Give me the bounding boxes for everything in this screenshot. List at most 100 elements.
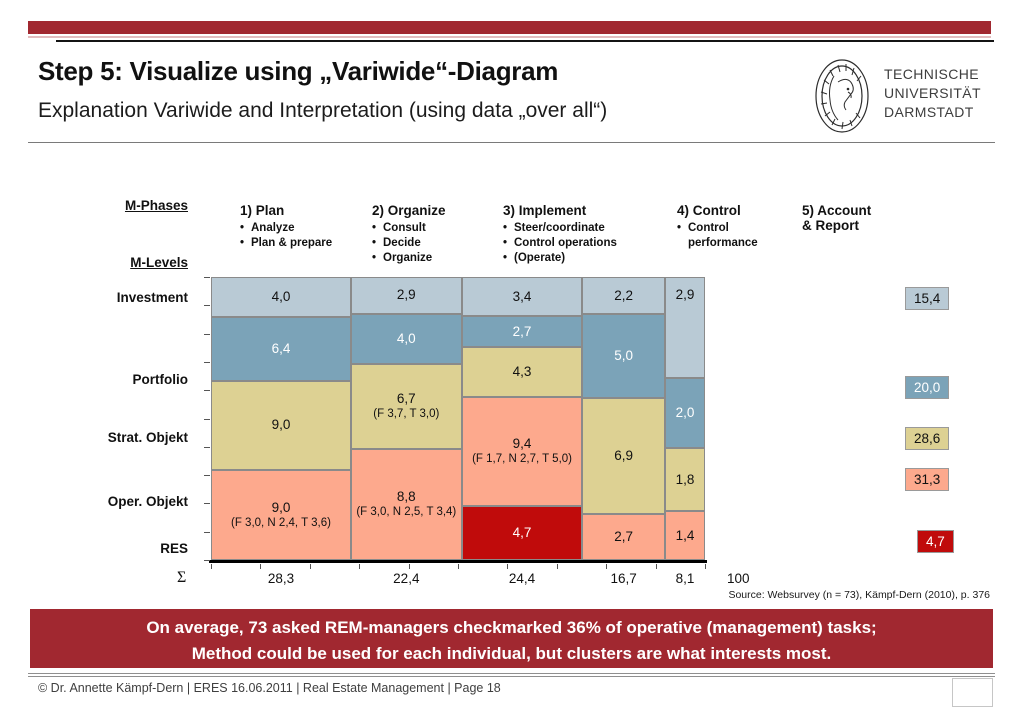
x-axis-tick	[309, 564, 311, 569]
chart-column-5: 2,9 2,0 1,8 1,4	[664, 277, 705, 560]
segment-value: 6,4	[271, 340, 291, 356]
segment-value: 6,7	[396, 391, 416, 407]
segment-value: 2,9	[396, 287, 416, 303]
row-total-1: 15,4	[905, 287, 950, 310]
chart-column-4: 2,2 5,0 6,9 2,7	[582, 277, 665, 560]
phase-bullet-text: Consult	[383, 222, 426, 234]
phase-bullet: • Control operations	[503, 236, 617, 251]
phase-bullet: • Consult	[372, 221, 446, 236]
university-logo-text: TECHNISCHE UNIVERSITÄT DARMSTADT	[884, 56, 981, 122]
banner-line-2: Method could be used for each individual…	[191, 644, 832, 663]
segment-value: 3,4	[512, 288, 532, 304]
bullet-icon: •	[372, 222, 377, 234]
chart-segment: 1,8	[664, 448, 705, 512]
logo-line-3: DARMSTADT	[884, 104, 974, 120]
level-label-1: Investment	[116, 290, 188, 305]
source-citation: Source: Websurvey (n = 73), Kämpf-Dern (…	[728, 589, 990, 601]
level-label-3: Strat. Objekt	[107, 430, 188, 445]
segment-value: 4,0	[396, 330, 416, 346]
bullet-icon: •	[240, 237, 245, 249]
x-axis-tick	[705, 564, 706, 569]
y-axis-tick	[204, 475, 210, 477]
column-sum-5: 8,1	[675, 571, 695, 586]
footer-divider-bottom	[28, 676, 995, 677]
y-axis-tick	[204, 361, 210, 363]
top-accent-bar	[28, 21, 991, 34]
phase-header-1: 1) Plan • Analyze • Plan & prepare	[240, 203, 332, 251]
segment-value: 1,4	[675, 527, 695, 543]
segment-value: 4,0	[271, 288, 291, 304]
row-total-4: 31,3	[905, 468, 950, 491]
segment-sublabel: (F 1,7, N 2,7, T 5,0)	[472, 453, 572, 466]
m-levels-label: M-Levels	[130, 255, 188, 270]
segment-value: 2,7	[512, 323, 532, 339]
sum-symbol: Σ	[177, 569, 187, 586]
chart-segment: 2,7	[461, 316, 583, 348]
chart-segment: 6,4	[211, 316, 351, 381]
level-label-4: Oper. Objekt	[107, 494, 188, 509]
chart-column-2: 2,9 4,0 6,7 (F 3,7, T 3,0) 8,8 (F 3,0, N 2,5,…	[350, 277, 462, 560]
athena-emblem-icon	[812, 56, 874, 141]
segment-value: 2,2	[614, 287, 634, 303]
y-axis-tick	[204, 390, 210, 392]
m-phases-label: M-Phases	[124, 198, 188, 213]
phase-header-title: 5) Account & Report	[802, 203, 872, 233]
segment-value: 6,9	[614, 448, 634, 464]
phase-header-title: 1) Plan	[240, 203, 285, 218]
y-axis-tick	[204, 305, 210, 307]
chart-segment: 6,7 (F 3,7, T 3,0)	[350, 364, 462, 449]
segment-sublabel: (F 3,0, N 2,4, T 3,6)	[231, 517, 331, 530]
x-axis-tick	[458, 564, 459, 569]
top-black-rule	[56, 40, 994, 42]
x-axis-tick	[655, 564, 657, 569]
x-axis-tick	[260, 564, 262, 569]
y-axis-tick	[204, 418, 210, 420]
chart-segment: 2,7	[582, 514, 665, 560]
bullet-icon: •	[503, 237, 508, 249]
segment-value: 9,0	[271, 500, 291, 516]
university-logo: TECHNISCHE UNIVERSITÄT DARMSTADT	[812, 56, 981, 141]
chart-segment: 4,0	[350, 313, 462, 365]
phase-header-3: 3) Implement • Steer/coordinate • Control op…	[503, 203, 617, 266]
phase-header-title: 2) Organize	[372, 203, 446, 218]
bullet-icon: •	[372, 252, 377, 264]
phase-bullet: • Plan & prepare	[240, 236, 332, 251]
chart-segment: 4,3	[461, 347, 583, 398]
phase-header-5: 5) Account & Report	[802, 203, 871, 236]
chart-segment: 8,8 (F 3,0, N 2,5, T 3,4)	[350, 448, 462, 560]
column-sum-4: 16,7	[610, 571, 637, 586]
y-axis-tick	[204, 446, 210, 448]
segment-value: 9,0	[271, 417, 291, 433]
logo-line-1: TECHNISCHE	[884, 66, 980, 82]
page-number-box	[952, 678, 993, 707]
chart-segment: 4,7	[461, 505, 583, 560]
segment-value: 1,8	[675, 471, 695, 487]
phase-bullet: • Decide	[372, 236, 446, 251]
header-divider	[28, 142, 995, 143]
phase-bullet: • Control performance	[677, 221, 758, 251]
bullet-icon: •	[240, 222, 245, 234]
phase-bullet: • Organize	[372, 251, 446, 266]
segment-value: 4,7	[512, 524, 532, 540]
phase-bullet-text: Analyze	[251, 222, 295, 234]
bullet-icon: •	[677, 222, 682, 234]
y-axis-tick	[204, 560, 210, 561]
x-axis-tick	[507, 564, 509, 569]
segment-value: 2,0	[675, 405, 695, 421]
y-axis-tick	[204, 503, 210, 505]
segment-value: 2,9	[675, 287, 695, 302]
chart-segment: 3,4	[461, 277, 583, 317]
phase-header-2: 2) Organize • Consult • Decide • Organize	[372, 203, 446, 266]
segment-value: 8,8	[396, 489, 416, 505]
phase-bullet-text: Organize	[383, 252, 433, 264]
phase-bullet-text: Steer/coordinate	[514, 222, 605, 234]
phase-header-title: 4) Control	[677, 203, 741, 218]
level-label-2: Portfolio	[132, 372, 189, 387]
x-axis-tick	[211, 564, 212, 569]
chart-segment: 9,4 (F 1,7, N 2,7, T 5,0)	[461, 397, 583, 506]
column-sum-1: 28,3	[267, 571, 295, 586]
y-axis-tick	[204, 333, 210, 335]
chart-column-1: 4,0 6,4 9,0 9,0 (F 3,0, N 2,4, T 3,6)	[211, 277, 351, 560]
x-axis-tick	[606, 564, 608, 569]
